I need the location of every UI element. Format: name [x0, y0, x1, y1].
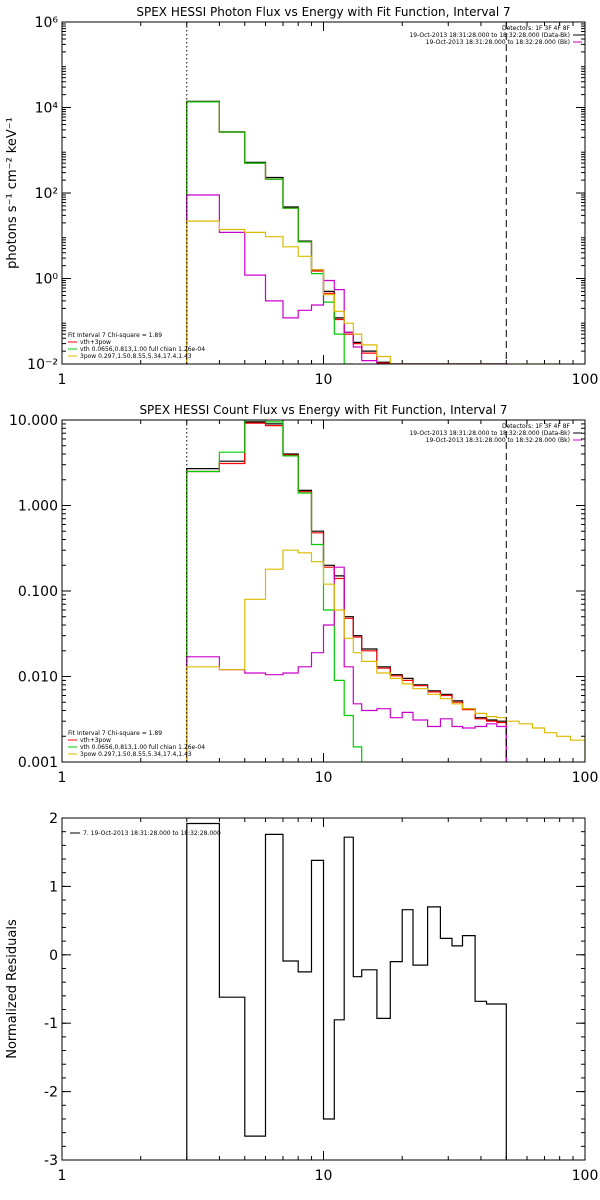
legend-text: 19-Oct-2013 18:31:28.000 to 18:32:28.000… — [409, 32, 570, 39]
chart-title: SPEX HESSI Count Flux vs Energy with Fit… — [139, 403, 507, 417]
y-tick-label: 10⁰ — [35, 272, 59, 288]
chart-panel-2: SPEX HESSI Count Flux vs Energy with Fit… — [9, 403, 598, 786]
chart-panel-1: SPEX HESSI Photon Flux vs Energy with Fi… — [5, 5, 598, 388]
chart-panel-3: Normalized Residuals 1 10 100 -3 -2 -1 0 1 2 7. 19… — [5, 811, 598, 1184]
legend-text: vth+3pow — [80, 339, 111, 346]
legend-text: 3pow 0.297,1.50,8.55,5.34,17.4,1.43 — [80, 353, 192, 360]
series-line-5 — [186, 220, 558, 364]
y-tick-label: 10⁴ — [35, 101, 59, 117]
series-group — [186, 822, 507, 1160]
y-tick-label: 10² — [35, 186, 58, 202]
legend-text: vth+3pow — [80, 737, 111, 744]
legend-text: 19-Oct-2013 18:31:28.000 to 18:32:28.000… — [409, 430, 570, 437]
x-tick-label: 1 — [58, 372, 67, 388]
legend-text: vth 0.0656,0.813,1.00 full chian 1.26e-0… — [80, 744, 205, 751]
series-line-4 — [186, 566, 507, 762]
legend-text: Detectors: 1F 3F 4F 8F — [502, 423, 571, 430]
series-line-4 — [186, 194, 507, 364]
series-line-3 — [186, 101, 354, 364]
legend-text: vth 0.0656,0.813,1.00 full chian 1.26e-0… — [80, 346, 205, 353]
x-tick-label: 10 — [315, 1168, 333, 1184]
y-tick-label: 0.010 — [18, 670, 58, 686]
y-tick-label: -2 — [44, 1085, 58, 1101]
legend-text: Detectors: 1F 3F 4F 8F — [502, 25, 571, 32]
series-line-1 — [186, 822, 507, 1160]
y-tick-label: 0.001 — [18, 755, 58, 771]
x-tick-label: 1 — [58, 770, 67, 786]
y-tick-label: -1 — [44, 1016, 58, 1032]
y-tick-label: 1.000 — [18, 499, 58, 515]
series-line-5 — [186, 549, 585, 762]
series-line-1 — [186, 100, 507, 364]
y-tick-label: 10⁶ — [35, 15, 59, 31]
legend-text: Fit Interval 7 Chi-square = 1.89 — [68, 730, 162, 737]
x-tick-label: 10 — [315, 770, 333, 786]
x-tick-label: 100 — [572, 372, 599, 388]
legend-text: 7. 19-Oct-2013 18:31:28.000 to 18:32:28.… — [83, 830, 221, 837]
legend-text: Fit Interval 7 Chi-square = 1.89 — [68, 332, 162, 339]
series-line-3 — [186, 420, 363, 762]
y-tick-label: 0 — [49, 948, 58, 964]
series-line-1 — [186, 421, 507, 762]
legend-text: 19-Oct-2013 18:31:28.000 to 18:32:28.000… — [426, 39, 570, 46]
legend-text: 19-Oct-2013 18:31:28.000 to 18:32:28.000… — [426, 437, 570, 444]
series-line-2 — [186, 422, 507, 762]
y-tick-label: 10⁻² — [27, 357, 58, 373]
legend-text: 3pow 0.297,1.50,8.55,5.34,17.4,1.43 — [80, 751, 192, 758]
series-group — [186, 100, 558, 364]
y-tick-label: 0.100 — [18, 584, 58, 600]
y-tick-label: -3 — [44, 1153, 58, 1169]
x-tick-label: 1 — [58, 1168, 67, 1184]
y-tick-label: 2 — [49, 811, 58, 827]
chart-title: SPEX HESSI Photon Flux vs Energy with Fi… — [136, 5, 510, 19]
series-line-2 — [186, 101, 507, 364]
y-axis-label: photons s⁻¹ cm⁻² keV⁻¹ — [5, 117, 20, 269]
plot-frame — [61, 817, 586, 1161]
y-tick-label: 10.000 — [9, 413, 58, 429]
plot-frame — [61, 21, 586, 365]
series-group — [186, 420, 585, 762]
plot-frame — [61, 419, 586, 763]
y-axis-label: Normalized Residuals — [5, 919, 20, 1059]
y-tick-label: 1 — [49, 879, 58, 895]
x-tick-label: 100 — [572, 1168, 599, 1184]
x-tick-label: 10 — [315, 372, 333, 388]
x-tick-label: 100 — [572, 770, 599, 786]
